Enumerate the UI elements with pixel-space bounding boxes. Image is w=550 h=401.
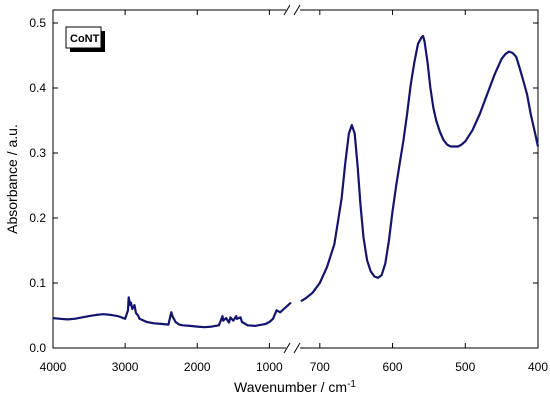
x-axis-title-text: Wavenumber / cm xyxy=(234,379,347,395)
y-tick-label: 0.4 xyxy=(29,81,46,95)
y-tick-label: 0.1 xyxy=(29,276,46,290)
x-tick-label: 500 xyxy=(455,360,475,374)
x-tick-label: 2000 xyxy=(184,360,211,374)
series-layer xyxy=(52,34,540,329)
x-axis-break-gap-bottom xyxy=(286,344,300,352)
x-tick-label: 1000 xyxy=(256,360,283,374)
x-axis-break-mark-top xyxy=(283,4,301,16)
y-tick-label: 0.0 xyxy=(29,341,46,355)
x-axis-title: Wavenumber / cm-1 xyxy=(234,379,356,395)
y-tick-label: 0.2 xyxy=(29,211,46,225)
x-axis-break-mark-bottom xyxy=(283,342,301,354)
plot-frame xyxy=(52,9,539,349)
x-axis-title-superscript: -1 xyxy=(347,379,356,390)
x-tick-label: 600 xyxy=(383,360,403,374)
y-axis-title: Absorbance / a.u. xyxy=(4,124,20,234)
y-tick-label: 0.3 xyxy=(29,146,46,160)
y-tick-label: 0.5 xyxy=(29,16,46,30)
series-line-cont-segment-1 xyxy=(52,296,292,329)
x-tick-label: 700 xyxy=(310,360,330,374)
x-tick-label: 3000 xyxy=(112,360,139,374)
series-line-cont-segment-2 xyxy=(300,34,540,303)
x-tick-label: 4000 xyxy=(40,360,67,374)
x-tick-label: 400 xyxy=(528,360,548,374)
x-axis-break-gap-top xyxy=(286,6,300,14)
legend: CoNT xyxy=(65,26,105,52)
axis-ticks: 0.0 0.1 0.2 0.3 0.4 0.5 4000 3000 2000 1000 700 600… xyxy=(29,10,548,374)
legend-entry-cont: CoNT xyxy=(70,33,100,45)
legend-box xyxy=(65,26,102,49)
